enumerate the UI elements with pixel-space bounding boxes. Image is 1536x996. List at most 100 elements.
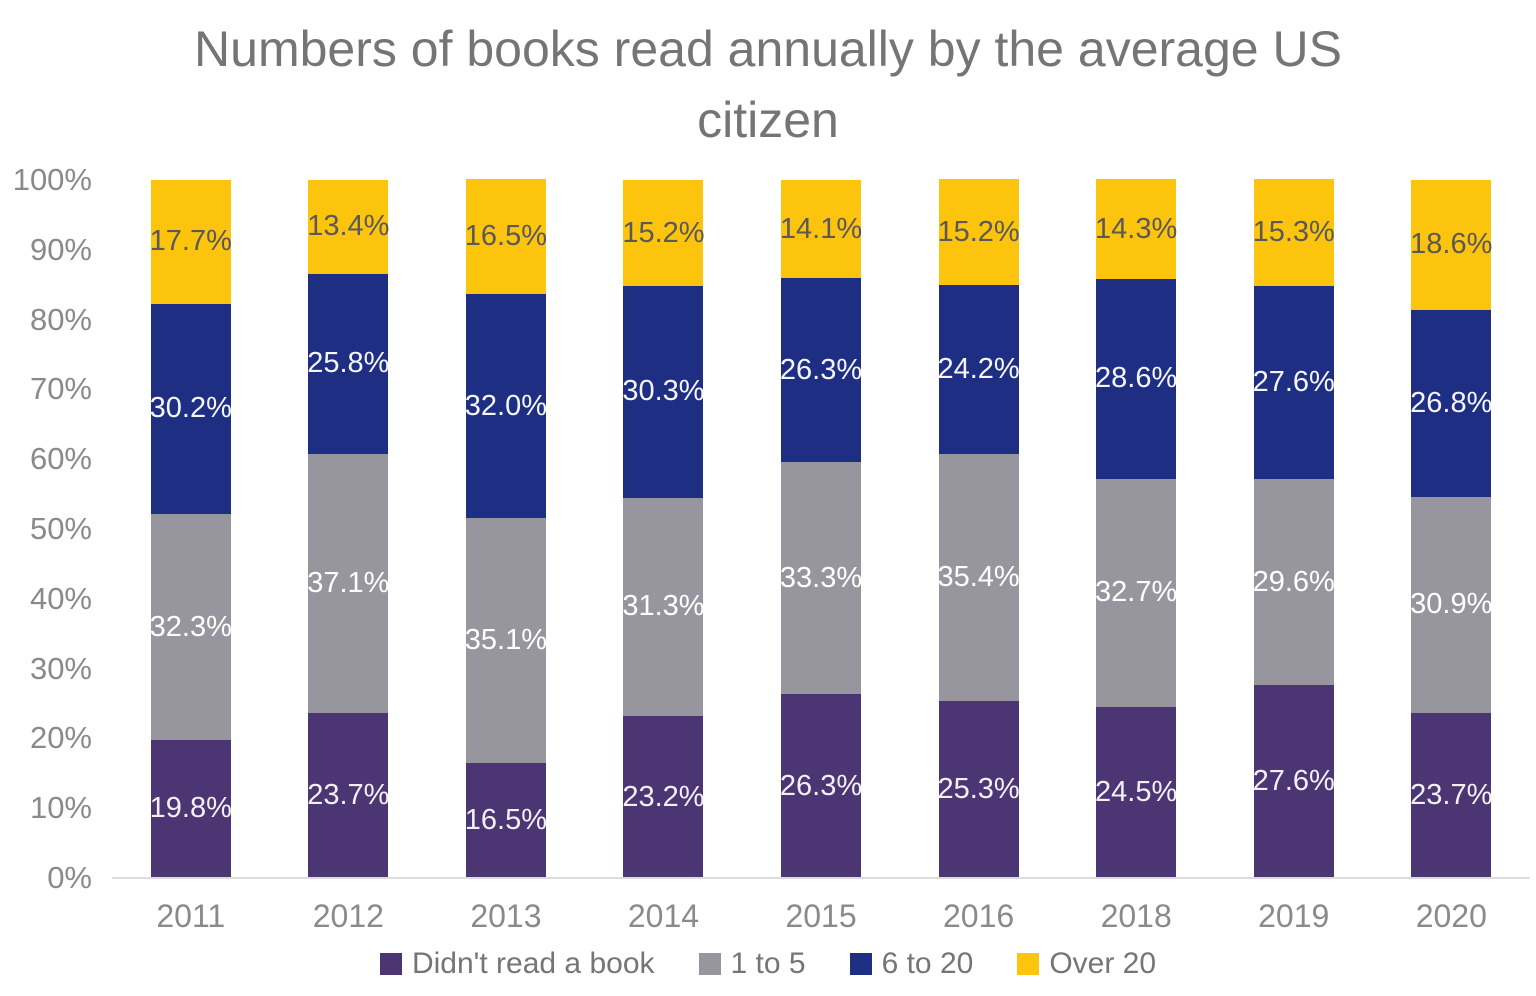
bar-value-label: 29.6%	[1252, 565, 1335, 598]
bar-value-label: 26.3%	[779, 769, 863, 802]
y-axis-tick: 50%	[29, 511, 92, 546]
bar-segment: 30.3%	[622, 286, 705, 498]
bar-value-label: 31.3%	[622, 590, 705, 623]
bar-segment: 27.6%	[1252, 685, 1335, 878]
bar-value-label: 27.6%	[1252, 365, 1335, 398]
y-axis-tick: 0%	[47, 860, 92, 895]
bar-segment: 29.6%	[1252, 478, 1335, 686]
bar-value-label: 19.8%	[149, 792, 232, 825]
bar-column-2013: 16.5% 35.1% 32.0% 16.5%	[427, 179, 585, 878]
bar-value-label: 15.2%	[937, 215, 1020, 248]
bar-segment: 26.8%	[1410, 309, 1492, 497]
bar-segment: 30.9%	[1410, 496, 1493, 713]
bar-segment: 16.5%	[464, 762, 548, 878]
bar-value-label: 35.4%	[937, 561, 1020, 594]
y-axis-tick: 20%	[29, 720, 92, 756]
bar-column-2016: 25.3% 35.4% 24.2% 15.2%	[900, 179, 1058, 878]
bar-segment: 15.3%	[1253, 179, 1335, 287]
bar-segment: 17.7%	[149, 180, 232, 304]
bar-value-label: 16.5%	[464, 220, 548, 253]
bar-value-label: 26.3%	[779, 353, 863, 386]
bar-value-label: 30.9%	[1410, 588, 1493, 621]
bar-segment: 23.7%	[307, 712, 390, 878]
y-axis-tick: 10%	[29, 790, 92, 826]
legend-swatch-icon	[1017, 953, 1040, 975]
bar-value-label: 24.5%	[1095, 776, 1178, 808]
bar-segment: 23.7%	[1410, 712, 1493, 878]
bar-segment: 18.6%	[1410, 180, 1493, 310]
bar-segment: 35.4%	[937, 454, 1020, 702]
legend-item: Didn't read a book	[379, 947, 655, 981]
bar-value-label: 23.7%	[1410, 778, 1493, 811]
y-axis-tick: 60%	[29, 441, 92, 477]
bar-segment: 37.1%	[307, 453, 390, 713]
bar-column-2015: 26.3% 33.3% 26.3% 14.1%	[742, 180, 900, 878]
bar-stack: 25.3% 35.4% 24.2% 15.2%	[937, 179, 1020, 878]
bar-stack: 27.6% 29.6% 27.6% 15.3%	[1252, 179, 1335, 878]
bar-value-label: 32.0%	[464, 389, 548, 422]
bar-segment: 24.2%	[937, 285, 1020, 455]
y-axis-tick: 90%	[29, 231, 92, 267]
legend-label: 6 to 20	[881, 947, 974, 980]
bar-value-label: 16.5%	[464, 803, 548, 836]
bar-segment: 31.3%	[622, 497, 705, 717]
bar-value-label: 27.6%	[1252, 765, 1335, 798]
bar-value-label: 32.3%	[149, 610, 232, 643]
bar-segment: 32.0%	[464, 294, 548, 518]
bar-value-label: 37.1%	[307, 566, 390, 599]
bar-segment: 24.5%	[1095, 707, 1178, 878]
bar-column-2020: 23.7% 30.9% 26.8% 18.6%	[1373, 180, 1531, 878]
bar-value-label: 18.6%	[1410, 228, 1493, 261]
bar-value-label: 14.3%	[1095, 212, 1178, 245]
bar-value-label: 14.1%	[779, 212, 863, 245]
bar-column-2019: 27.6% 29.6% 27.6% 15.3%	[1215, 179, 1373, 878]
bar-stack: 26.3% 33.3% 26.3% 14.1%	[779, 180, 863, 878]
bar-segment: 19.8%	[149, 739, 232, 878]
bar-segment: 14.3%	[1095, 179, 1178, 280]
y-axis-tick: 80%	[29, 301, 92, 337]
bar-segment: 16.5%	[464, 179, 548, 295]
x-axis-label: 2016	[943, 898, 1015, 934]
bar-value-label: 13.4%	[307, 210, 390, 243]
bar-stack: 19.8% 32.3% 30.2% 17.7%	[149, 180, 232, 878]
bar-value-label: 32.7%	[1095, 576, 1178, 609]
legend: Didn't read a book 1 to 5 6 to 20 Over 20	[0, 947, 1536, 981]
x-axis-label: 2014	[627, 898, 700, 934]
legend-item: 1 to 5	[698, 947, 806, 981]
bar-segment: 25.8%	[307, 273, 390, 454]
bar-value-label: 23.7%	[307, 778, 390, 811]
bar-segment: 25.3%	[937, 701, 1020, 878]
bar-value-label: 23.2%	[622, 780, 705, 813]
x-axis-label: 2013	[470, 898, 542, 934]
x-axis-label: 2011	[156, 898, 226, 934]
x-axis-label: 2018	[1100, 898, 1172, 934]
bar-segment: 23.2%	[622, 716, 705, 878]
legend-item: 6 to 20	[849, 947, 974, 981]
bar-segment: 33.3%	[780, 462, 862, 695]
x-axis-label: 2015	[785, 898, 857, 934]
x-axis-label: 2019	[1258, 898, 1330, 934]
bar-segment: 28.6%	[1095, 279, 1177, 479]
chart-title: Numbers of books read annually by the av…	[194, 21, 1342, 148]
bar-segment: 32.7%	[1095, 478, 1178, 707]
bar-segment: 14.1%	[779, 180, 863, 279]
bar-value-label: 25.3%	[937, 773, 1020, 806]
y-axis-tick: 40%	[29, 580, 92, 616]
bar-value-label: 15.2%	[622, 216, 705, 249]
bar-segment: 15.2%	[622, 180, 705, 287]
bar-segment: 32.3%	[149, 514, 232, 740]
bar-stack: 16.5% 35.1% 32.0% 16.5%	[464, 179, 548, 878]
bar-stack: 24.5% 32.7% 28.6% 14.3%	[1095, 179, 1178, 878]
bar-segment: 26.3%	[779, 694, 863, 878]
bar-stack: 23.7% 37.1% 25.8% 13.4%	[307, 180, 390, 878]
bar-stack: 23.7% 30.9% 26.8% 18.6%	[1410, 180, 1493, 878]
bar-value-label: 25.8%	[307, 347, 390, 380]
legend-swatch-icon	[698, 953, 721, 975]
bar-value-label: 24.2%	[937, 353, 1020, 386]
legend-swatch-icon	[849, 953, 872, 975]
plot-area: 19.8% 32.3% 30.2% 17.7% 23.7% 37.1% 25.8% 13.4%…	[112, 179, 1531, 878]
bar-value-label: 17.7%	[149, 225, 232, 258]
bar-stack: 23.2% 31.3% 30.3% 15.2%	[622, 180, 705, 878]
bar-column-2012: 23.7% 37.1% 25.8% 13.4%	[270, 180, 428, 878]
